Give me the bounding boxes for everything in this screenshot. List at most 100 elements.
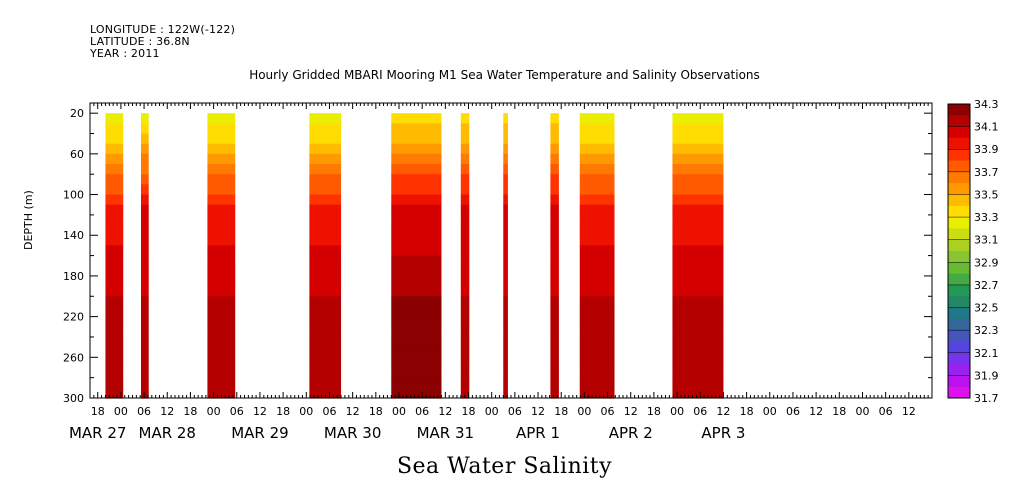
data-segment <box>140 113 149 399</box>
data-cell <box>579 377 615 389</box>
colorbar-label: 32.9 <box>974 256 999 269</box>
colorbar-label: 33.9 <box>974 143 999 156</box>
data-cell <box>207 357 236 369</box>
x-hour-label: 18 <box>462 405 476 418</box>
data-cell <box>503 133 508 145</box>
data-cell <box>672 286 724 297</box>
data-cell <box>672 174 724 185</box>
data-cell <box>460 265 470 277</box>
data-cell <box>503 214 508 226</box>
colorbar-swatch <box>948 194 970 207</box>
x-hour-label: 12 <box>902 405 916 418</box>
axes: 20 60 100 140 180 220 260 300 18 00 06 12 18 00 06 12 18… <box>63 102 933 442</box>
data-cell <box>391 326 442 338</box>
colorbar-swatch <box>948 296 970 309</box>
x-hour-label: 18 <box>369 405 383 418</box>
data-cell <box>503 265 508 277</box>
data-cell <box>460 347 470 358</box>
x-hour-label: 18 <box>183 405 197 418</box>
data-cell <box>105 377 124 389</box>
data-cell <box>391 245 442 257</box>
data-cell <box>140 123 149 135</box>
data-cell <box>460 174 470 185</box>
data-cell <box>140 133 149 145</box>
data-cell <box>579 113 615 124</box>
x-date-label: MAR 30 <box>324 424 381 442</box>
data-cell <box>309 214 342 226</box>
data-cell <box>391 377 442 389</box>
colorbar-label: 31.9 <box>974 369 999 382</box>
data-cell <box>672 225 724 236</box>
data-cell <box>207 184 236 196</box>
data-cell <box>503 296 508 308</box>
data-cell <box>503 377 508 389</box>
data-cell <box>207 153 236 165</box>
data-cell <box>140 387 149 399</box>
data-segment <box>503 113 508 399</box>
data-cell <box>105 153 124 165</box>
data-cell <box>460 133 470 145</box>
data-cell <box>503 143 508 155</box>
data-cell <box>391 296 442 308</box>
data-cell <box>207 113 236 124</box>
colorbar-swatch <box>948 137 970 150</box>
data-cell <box>140 265 149 277</box>
x-hour-label: 18 <box>91 405 105 418</box>
x-hour-label: 06 <box>322 405 336 418</box>
x-hour-label: 18 <box>647 405 661 418</box>
data-cell <box>391 357 442 369</box>
data-cell <box>105 174 124 185</box>
data-cell <box>207 306 236 318</box>
data-cell <box>579 316 615 328</box>
colorbar: 34.3 34.1 33.9 33.7 33.5 33.3 33.1 32.9 32.7 32.5… <box>947 98 999 405</box>
data-segment <box>550 113 559 399</box>
data-cell <box>672 336 724 348</box>
data-cell <box>391 347 442 358</box>
data-cell <box>140 245 149 257</box>
data-cell <box>460 286 470 297</box>
data-cell <box>579 133 615 145</box>
data-cell <box>550 113 559 124</box>
latitude-label: LATITUDE : 36.8N <box>90 35 190 48</box>
data-cell <box>391 306 442 318</box>
data-cell <box>503 123 508 135</box>
data-cell <box>550 225 559 236</box>
colorbar-swatch <box>948 228 970 241</box>
data-cell <box>579 275 615 287</box>
data-cell <box>105 367 124 379</box>
data-cell <box>207 164 236 175</box>
colorbar-swatch <box>948 273 970 286</box>
data-cell <box>140 255 149 267</box>
data-cell <box>672 377 724 389</box>
data-segment <box>391 113 442 399</box>
data-cell <box>207 387 236 399</box>
year-label: YEAR : 2011 <box>90 47 160 60</box>
data-cell <box>140 235 149 247</box>
colorbar-label: 33.1 <box>974 234 999 247</box>
data-cell <box>309 296 342 308</box>
data-cell <box>503 235 508 247</box>
data-cell <box>550 214 559 226</box>
data-cell <box>550 367 559 379</box>
colorbar-label: 31.7 <box>974 392 999 405</box>
data-cell <box>503 174 508 185</box>
colorbar-swatch <box>948 262 970 275</box>
data-cell <box>460 245 470 257</box>
colorbar-swatch <box>948 115 970 128</box>
colorbar-label: 32.1 <box>974 347 999 360</box>
x-hour-label: 06 <box>879 405 893 418</box>
data-cell <box>579 265 615 277</box>
data-cell <box>207 245 236 257</box>
data-cell <box>460 387 470 399</box>
data-cell <box>140 377 149 389</box>
x-hour-label: 12 <box>624 405 638 418</box>
data-cell <box>579 387 615 399</box>
x-hour-label: 12 <box>346 405 360 418</box>
data-cell <box>105 194 124 206</box>
data-cell <box>672 326 724 338</box>
data-cell <box>207 347 236 358</box>
data-cell <box>460 336 470 348</box>
data-cell <box>503 245 508 257</box>
data-cell <box>672 296 724 308</box>
data-cell <box>672 113 724 124</box>
